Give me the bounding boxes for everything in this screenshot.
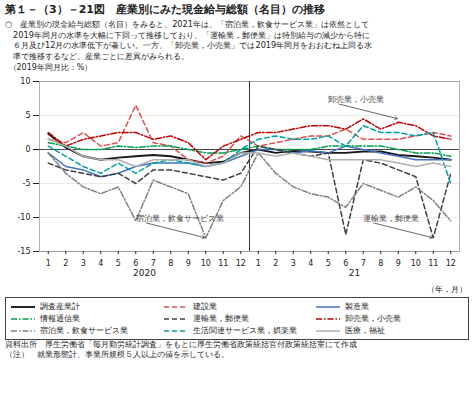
html-text:医療，福祉: 医療，福祉 xyxy=(345,325,386,335)
html-text:準で推移するなど、産業ごとに差異がみられる。: 準で推移するなど、産業ごとに差異がみられる。 xyxy=(5,50,189,61)
svg-text:（2019年同月比：%）: （2019年同月比：%） xyxy=(9,63,93,72)
svg-text:5: 5 xyxy=(116,259,121,268)
svg-text:2020: 2020 xyxy=(133,268,156,278)
svg-text:7: 7 xyxy=(361,259,366,268)
svg-text:-10: -10 xyxy=(17,213,30,222)
svg-text:1: 1 xyxy=(256,259,261,268)
svg-text:2: 2 xyxy=(63,259,68,268)
svg-text:1: 1 xyxy=(46,259,51,268)
svg-text:4: 4 xyxy=(98,259,103,268)
html-text:生活関連サービス業，娯楽業: 生活関連サービス業，娯楽業 xyxy=(192,325,297,335)
html-text:運輸業，郵便業: 運輸業，郵便業 xyxy=(192,313,249,323)
svg-text:7: 7 xyxy=(150,259,156,269)
svg-text:卸売業，小売業: 卸売業，小売業 xyxy=(328,95,384,104)
svg-text:9: 9 xyxy=(396,259,401,268)
html-text:資料出所 厚生労働省「毎月勤労統計調査」をもとに厚生労働省政: 資料出所 厚生労働省「毎月勤労統計調査」をもとに厚生労働省政策統括官付政策統括室… xyxy=(5,340,357,349)
svg-text:12: 12 xyxy=(446,259,456,268)
html-text:情報通信業: 情報通信業 xyxy=(40,313,80,323)
svg-text:運輸業，郵便業: 運輸業，郵便業 xyxy=(363,214,419,223)
svg-text:宿泊業，飲食サービス業: 宿泊業，飲食サービス業 xyxy=(136,214,224,223)
svg-text:6: 6 xyxy=(343,259,348,268)
svg-text:-15: -15 xyxy=(17,247,30,256)
svg-text:（年，月）: （年，月） xyxy=(427,285,467,294)
svg-text:11: 11 xyxy=(428,259,438,268)
svg-text:0: 0 xyxy=(25,145,30,154)
html-text:（注） 就業形態計、事業所規模５人以上の値を示している。: （注） 就業形態計、事業所規模５人以上の値を示している。 xyxy=(5,350,229,359)
svg-text:4: 4 xyxy=(308,259,313,268)
html-text:第１－（3）－21図 産業別にみた現金給与総額（名目）の推移: 第１－（3）－21図 産業別にみた現金給与総額（名目）の推移 xyxy=(5,3,325,16)
svg-text:-5: -5 xyxy=(23,179,31,188)
svg-text:5: 5 xyxy=(326,259,331,268)
html-text:調査産業計: 調査産業計 xyxy=(40,301,80,311)
html-text:宿泊業，飲食サービス業: 宿泊業，飲食サービス業 xyxy=(40,325,128,335)
svg-text:10: 10 xyxy=(411,259,421,268)
html-text:製造業: 製造業 xyxy=(345,301,370,311)
svg-text:8: 8 xyxy=(378,259,383,268)
svg-text:9: 9 xyxy=(186,259,191,268)
svg-text:2: 2 xyxy=(273,259,278,268)
svg-text:5: 5 xyxy=(25,111,30,120)
svg-text:11: 11 xyxy=(218,259,228,268)
svg-text:12: 12 xyxy=(236,259,246,268)
html-text:建設業: 建設業 xyxy=(192,301,217,311)
html-text:６月及び12月の水準低下が著しい。一方、「卸売業，小売業」で: ６月及び12月の水準低下が著しい。一方、「卸売業，小売業」では2019年同月をお… xyxy=(5,40,373,50)
svg-text:10: 10 xyxy=(201,259,211,268)
html-text:卸売業，小売業: 卸売業，小売業 xyxy=(345,313,402,323)
svg-text:10: 10 xyxy=(20,77,30,86)
svg-text:21: 21 xyxy=(349,268,360,278)
html-text:2019年同月の水準を大幅に下回って推移しており、「運輸業，: 2019年同月の水準を大幅に下回って推移しており、「運輸業，郵便業」は特別給与の… xyxy=(5,29,370,40)
html-text:○ 産業別の現金給与総額（名目）をみると、2021年は、「宿: ○ 産業別の現金給与総額（名目）をみると、2021年は、「宿泊業，飲食サービス業… xyxy=(5,19,369,29)
svg-text:3: 3 xyxy=(81,259,86,268)
svg-text:3: 3 xyxy=(291,259,296,268)
svg-text:6: 6 xyxy=(133,259,139,269)
svg-text:8: 8 xyxy=(168,259,173,268)
